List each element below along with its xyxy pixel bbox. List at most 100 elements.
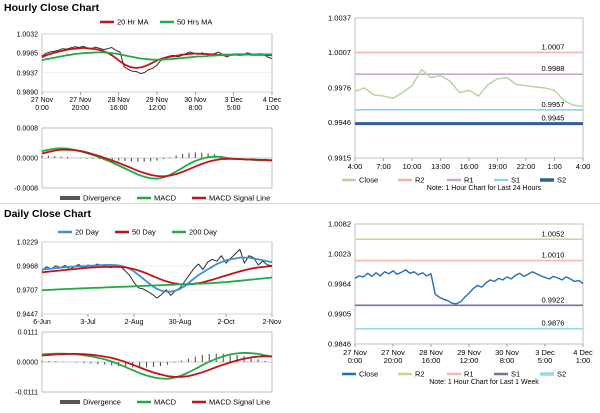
daily-levels-legend-close-label: Close xyxy=(359,370,378,379)
daily-price-xtick-label: 6-Jun xyxy=(33,319,51,326)
daily-levels-xtick-label: 27 Nov 0:00 xyxy=(343,348,367,365)
hourly-levels-ytick-label: 0.9946 xyxy=(328,118,351,127)
hourly-levels-xtick-label: 10:00 xyxy=(403,162,422,171)
daily-levels-ytick-label: 0.9846 xyxy=(328,340,351,349)
daily-price-ytick-label: 0.9707 xyxy=(17,288,39,295)
daily-macd-legend-macd-label: MACD xyxy=(154,398,177,407)
hourly-levels-chart: 1.0037 1.0007 0.9976 0.9946 0.9915 1.0007 0.99… xyxy=(300,12,600,202)
hourly-price-xtick-label: 27 Nov 0:00 xyxy=(31,97,54,112)
daily-price-ytick-label: 0.9447 xyxy=(17,312,39,319)
daily-levels-legend-r2-label: R2 xyxy=(415,370,425,379)
hourly-macd-svg: 0.0008 0.0000 -0.0008 Divergence MACD MACD Si… xyxy=(14,126,273,203)
daily-levels-xtick-label: 29 Nov 12:00 xyxy=(457,348,481,365)
daily-levels-ytick-label: 0.9964 xyxy=(328,280,351,289)
daily-levels-level-label-r1: 1.0010 xyxy=(542,251,565,260)
hourly-levels-plot-frame xyxy=(354,17,584,159)
daily-price-xtick-label: 3-Jul xyxy=(80,319,96,326)
hourly-levels-series-close xyxy=(354,68,584,108)
daily-levels-level-label-s1: 0.9922 xyxy=(542,295,565,304)
hourly-levels-xtick-label: 16:00 xyxy=(460,162,479,171)
daily-levels-note: Note: 1 Hour Chart for Last 1 Week xyxy=(429,379,539,386)
daily-macd-ytick-label: 0.0111 xyxy=(18,330,38,337)
hourly-levels-xtick-label: 1:00 xyxy=(547,162,562,171)
daily-levels-svg: 1.0082 1.0023 0.9964 0.9905 0.9846 1.0052 1.00… xyxy=(328,220,593,387)
daily-price-series-200-day xyxy=(41,276,273,292)
daily-macd-chart: 0.0111 0.0000 -0.0111 Divergence MACD MACD Si… xyxy=(0,328,285,412)
daily-price-xtick-label: 2-Oct xyxy=(217,319,234,326)
hourly-price-plot-frame xyxy=(41,33,273,93)
daily-price-legend-1-label: 50 Day xyxy=(132,228,156,237)
hourly-price-ytick-label: 0.9937 xyxy=(17,70,39,77)
daily-levels-legend-r1-label: R1 xyxy=(464,370,474,379)
hourly-levels-level-label-s2: 0.9945 xyxy=(542,114,565,123)
hourly-price-legend-0-label: 20 Hr MA xyxy=(117,18,149,27)
hourly-price-xtick-label: 28 Nov 16:00 xyxy=(108,97,131,112)
hourly-levels-legend-s1-label: S1 xyxy=(511,176,520,185)
hourly-levels-xtick-label: 4:00 xyxy=(348,162,363,171)
daily-levels-xtick-label: 27 Nov 20:00 xyxy=(381,348,405,365)
hourly-levels-xtick-label: 19:00 xyxy=(488,162,507,171)
hourly-levels-svg: 1.0037 1.0007 0.9976 0.9946 0.9915 1.0007 0.99… xyxy=(328,14,591,193)
hourly-levels-legend-r1-label: R1 xyxy=(464,176,474,185)
hourly-macd-ytick-label: 0.0008 xyxy=(17,126,39,133)
hourly-price-xtick-label: 3 Dec 5:00 xyxy=(225,97,244,112)
daily-macd-series-signal xyxy=(41,352,272,378)
hourly-price-xtick-label: 4 Dec 1:00 xyxy=(263,97,282,112)
daily-price-series-50-day xyxy=(41,265,273,286)
hourly-price-xtick-label: 29 Nov 12:00 xyxy=(146,97,169,112)
daily-macd-legend-divergence-label: Divergence xyxy=(83,398,121,407)
daily-price-xtick-label: 2-Aug xyxy=(125,319,144,326)
hourly-price-xtick-label: 27 Nov 20:00 xyxy=(69,97,92,112)
hourly-macd-ytick-label: -0.0008 xyxy=(14,186,38,193)
hourly-macd-legend-macd-label: MACD xyxy=(154,194,177,203)
daily-price-xtick-label: 30-Aug xyxy=(169,319,192,326)
daily-macd-legend-signal-label: MACD Signal Line xyxy=(209,398,270,407)
hourly-section-title: Hourly Close Chart xyxy=(4,2,100,14)
daily-levels-ytick-label: 1.0023 xyxy=(328,250,351,259)
daily-macd-ytick-label: -0.0111 xyxy=(15,390,38,397)
daily-levels-ytick-label: 1.0082 xyxy=(328,220,351,229)
hourly-macd-legend-divergence-swatch xyxy=(60,196,80,200)
daily-levels-xtick-label: 3 Dec 5:00 xyxy=(535,348,555,365)
hourly-levels-level-label-r1: 0.9988 xyxy=(542,64,565,73)
hourly-price-series-50-hrs-ma xyxy=(41,51,272,61)
hourly-macd-ytick-label: 0.0000 xyxy=(17,156,39,163)
hourly-macd-legend-divergence-label: Divergence xyxy=(83,194,121,203)
daily-price-ytick-label: 0.9968 xyxy=(17,264,39,271)
hourly-price-legend-1-label: 50 Hrs MA xyxy=(177,18,212,27)
hourly-levels-xtick-label: 13:00 xyxy=(431,162,450,171)
hourly-price-ytick-label: 0.9985 xyxy=(17,51,39,58)
daily-levels-xtick-label: 30 Nov 8:00 xyxy=(495,348,519,365)
hourly-price-xtick-label: 30 Nov 8:00 xyxy=(184,97,207,112)
hourly-levels-xtick-label: 4:00 xyxy=(576,162,591,171)
daily-levels-legend-s2-label: S2 xyxy=(557,370,566,379)
hourly-macd-series-signal xyxy=(41,148,273,178)
hourly-levels-level-label-s1: 0.9957 xyxy=(542,100,565,109)
hourly-levels-ytick-label: 1.0007 xyxy=(328,48,351,57)
daily-price-series-20-day xyxy=(41,256,273,293)
hourly-price-ytick-label: 0.9890 xyxy=(17,90,39,97)
daily-levels-series-close xyxy=(354,269,584,305)
hourly-levels-ytick-label: 0.9915 xyxy=(328,154,351,163)
hourly-levels-xtick-label: 22:00 xyxy=(517,162,536,171)
daily-macd-ytick-label: 0.0000 xyxy=(17,360,39,367)
hourly-levels-ytick-label: 1.0037 xyxy=(328,14,351,23)
hourly-macd-legend-signal-label: MACD Signal Line xyxy=(209,194,270,203)
hourly-levels-level-label-r2: 1.0007 xyxy=(542,42,565,51)
daily-price-series-close xyxy=(41,248,273,299)
daily-levels-xtick-label: 28 Nov 16:00 xyxy=(419,348,443,365)
hourly-levels-xtick-label: 7:00 xyxy=(376,162,391,171)
daily-macd-svg: 0.0111 0.0000 -0.0111 Divergence MACD MACD Si… xyxy=(15,330,273,407)
hourly-levels-legend-s2-label: S2 xyxy=(557,176,566,185)
daily-levels-chart: 1.0082 1.0023 0.9964 0.9905 0.9846 1.0052 1.00… xyxy=(300,218,600,412)
hourly-levels-legend-r2-label: R2 xyxy=(415,176,425,185)
daily-price-legend-0-label: 20 Day xyxy=(75,228,99,237)
hourly-price-chart: 1.0032 0.9985 0.9937 0.9890 27 Nov 0:00 27 Nov… xyxy=(0,16,285,120)
daily-price-ytick-label: 1.0229 xyxy=(17,240,39,247)
section-divider xyxy=(0,203,600,204)
hourly-macd-chart: 0.0008 0.0000 -0.0008 Divergence MACD MACD Si… xyxy=(0,122,285,204)
daily-levels-ytick-label: 0.9905 xyxy=(328,310,351,319)
daily-levels-level-label-s2: 0.9876 xyxy=(542,319,565,328)
